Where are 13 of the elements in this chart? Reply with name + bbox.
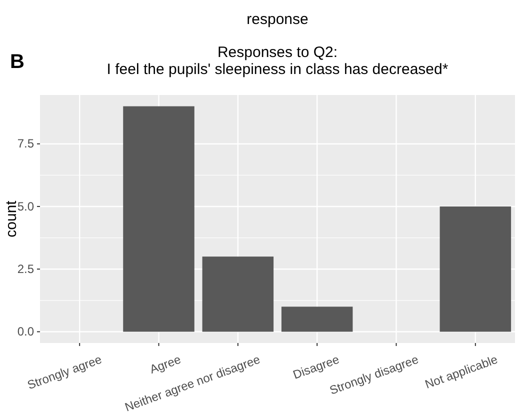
- x-tick-label: Agree: [148, 352, 184, 376]
- y-tick-label: 7.5: [17, 136, 34, 151]
- y-tick-label: 5.0: [17, 199, 34, 214]
- y-tick-label: 0.0: [17, 324, 34, 339]
- chart-title: Responses to Q2: I feel the pupils' sleepiness in class has decreased*: [106, 44, 448, 78]
- x-axis-title: response: [246, 11, 308, 28]
- bar: [123, 106, 194, 332]
- x-tick-label: Strongly agree: [25, 352, 104, 392]
- bar: [202, 256, 274, 332]
- y-tick-label: 2.5: [17, 262, 34, 276]
- bar: [281, 306, 353, 332]
- bar: [440, 206, 512, 332]
- text: B: [10, 51, 24, 73]
